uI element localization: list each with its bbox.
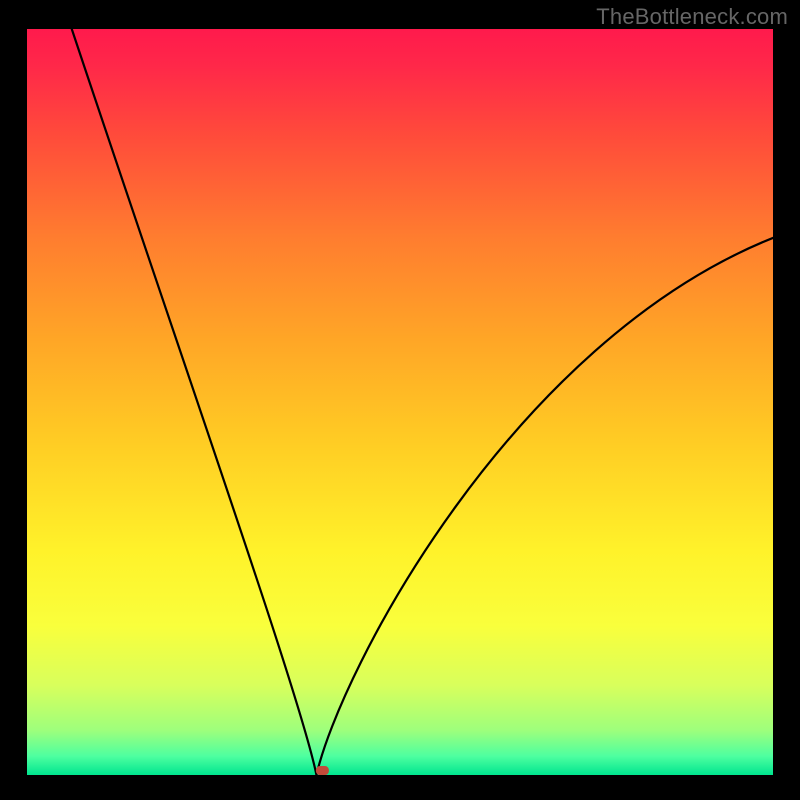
bottleneck-chart (27, 29, 773, 775)
attribution-text: TheBottleneck.com (596, 4, 788, 30)
chart-svg (27, 29, 773, 775)
optimal-point-marker (316, 766, 329, 775)
chart-background (27, 29, 773, 775)
